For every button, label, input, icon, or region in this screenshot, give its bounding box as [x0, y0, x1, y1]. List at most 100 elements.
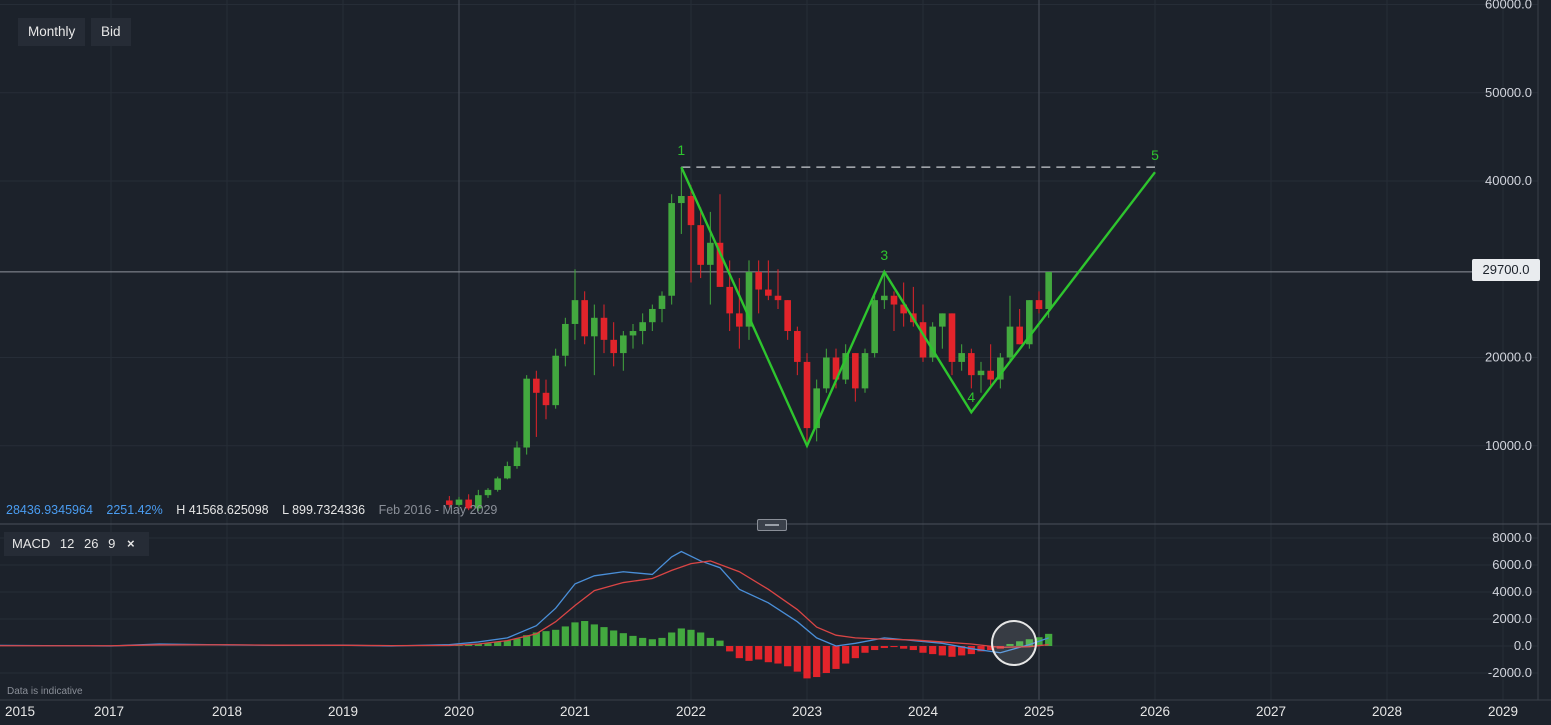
candle-body — [1016, 326, 1023, 345]
candle-body — [997, 357, 1004, 380]
candle-body — [987, 370, 994, 380]
close-icon[interactable]: × — [126, 536, 135, 551]
macd-name: MACD — [12, 536, 51, 551]
candle-body — [871, 300, 878, 354]
macd-histogram-bar — [1025, 639, 1033, 646]
stat-last: 28436.9345964 — [6, 503, 93, 517]
macd-histogram-bar — [513, 638, 521, 646]
macd-histogram-bar — [987, 646, 995, 651]
stat-low: L 899.7324336 — [282, 503, 366, 517]
macd-histogram-bar — [561, 626, 569, 646]
x-axis-tick: 2025 — [1024, 704, 1054, 719]
macd-histogram-bar — [900, 646, 908, 649]
macd-histogram-bar — [668, 632, 676, 646]
candle-body — [881, 295, 888, 301]
candle-body — [755, 271, 762, 290]
timeframe-button[interactable]: Monthly — [18, 18, 86, 46]
macd-histogram-bar — [871, 646, 879, 651]
elliott-wave-line — [680, 166, 1156, 449]
candle-body — [948, 313, 956, 362]
macd-histogram-bar — [977, 646, 985, 652]
candle-body — [513, 447, 521, 467]
candle-body — [504, 466, 511, 479]
macd-histogram-bar — [832, 646, 840, 669]
candle-body — [639, 322, 646, 332]
candle-body — [533, 378, 540, 393]
macd-histogram-bar — [658, 637, 666, 646]
macd-histogram-bar — [890, 646, 898, 648]
candle-body — [1006, 326, 1014, 358]
macd-histogram-bar — [851, 646, 859, 659]
macd-axis-tick: 0.0 — [1514, 638, 1532, 653]
macd-histogram-bar — [610, 630, 618, 646]
macd-histogram-bar — [880, 646, 888, 649]
candle-body — [939, 313, 946, 327]
candle-body — [552, 355, 559, 406]
candle-body — [861, 353, 869, 389]
x-axis-tick: 2029 — [1488, 704, 1518, 719]
price-axis-tick: 60000.0 — [1485, 0, 1532, 12]
macd-histogram-bar — [726, 646, 734, 652]
macd-histogram-bar — [571, 622, 579, 646]
candle-body — [591, 317, 598, 337]
macd-axis-tick: 6000.0 — [1492, 557, 1532, 572]
stat-high: H 41568.625098 — [176, 503, 269, 517]
price-axis-tick: 10000.0 — [1485, 438, 1532, 453]
candle-body — [842, 353, 849, 380]
macd-histogram-bar — [764, 646, 772, 663]
macd-histogram-bar — [784, 646, 792, 667]
stat-range: Feb 2016 - May 2029 — [378, 503, 498, 517]
candle-body — [745, 271, 753, 327]
macd-signal: 9 — [108, 536, 116, 551]
macd-axis-tick: 4000.0 — [1492, 584, 1532, 599]
candle-body — [726, 286, 733, 314]
macd-histogram-bar — [465, 644, 473, 646]
x-axis-tick: 2015 — [5, 704, 35, 719]
macd-axis-tick: 8000.0 — [1492, 530, 1532, 545]
candle-body — [900, 304, 907, 314]
macd-histogram-bar — [909, 646, 917, 651]
price-axis-tick: 50000.0 — [1485, 85, 1532, 100]
macd-histogram-bar — [803, 646, 811, 679]
macd-axis-tick: -2000.0 — [1488, 665, 1532, 680]
candle-body — [784, 300, 791, 332]
macd-histogram-bar — [745, 646, 753, 661]
macd-histogram-bar — [755, 646, 763, 660]
stat-change: 2251.42% — [106, 503, 163, 517]
macd-histogram-bar — [706, 637, 714, 646]
macd-histogram-bar — [774, 646, 782, 664]
macd-histogram-bar — [484, 643, 492, 646]
macd-histogram-bar — [861, 646, 869, 653]
macd-legend[interactable]: MACD 12 26 9 × — [4, 532, 149, 556]
x-axis-tick: 2022 — [676, 704, 706, 719]
candle-body — [600, 317, 608, 340]
candle-body — [542, 392, 550, 406]
price-type-button[interactable]: Bid — [90, 18, 131, 46]
macd-histogram-bar — [919, 646, 927, 653]
candle-body — [707, 242, 714, 265]
candle-body — [446, 500, 453, 505]
macd-histogram-bar — [532, 632, 540, 646]
macd-histogram-bar — [793, 646, 801, 672]
candle-body — [455, 499, 463, 505]
signal-line — [0, 560, 1049, 649]
pane-resize-handle[interactable] — [757, 519, 787, 531]
candle-body — [465, 499, 472, 509]
macd-histogram-bar — [1016, 641, 1024, 646]
candle-body — [968, 353, 975, 376]
x-axis-tick: 2017 — [94, 704, 124, 719]
candle-body — [687, 196, 695, 226]
macd-histogram-bar — [677, 628, 685, 646]
candle-body — [610, 339, 617, 354]
macd-histogram-bar — [474, 643, 482, 646]
x-axis-tick: 2028 — [1372, 704, 1402, 719]
candle-body — [1026, 300, 1033, 345]
x-axis-tick: 2024 — [908, 704, 939, 719]
candle-body — [716, 242, 724, 287]
highlight-circle — [991, 620, 1037, 666]
macd-histogram-bar — [552, 629, 560, 646]
macd-histogram-bar — [503, 640, 511, 646]
macd-histogram-bar — [523, 635, 531, 646]
macd-histogram-bar — [929, 646, 937, 655]
